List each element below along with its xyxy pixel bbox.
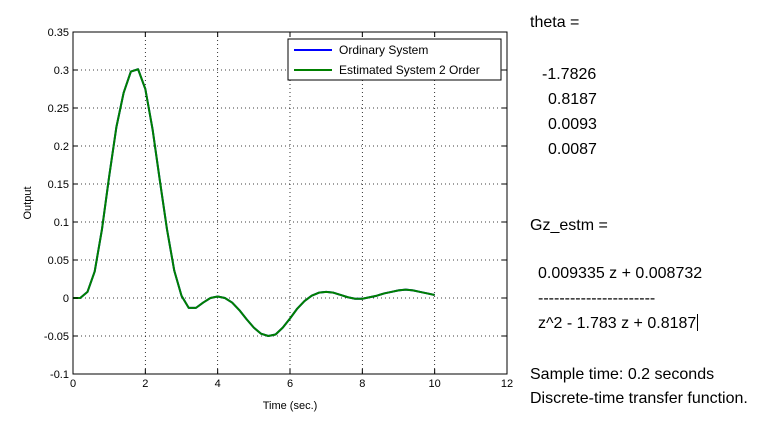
y-tick-label: 0.1 — [54, 217, 69, 229]
x-tick-label: 8 — [359, 378, 365, 390]
series-layer — [73, 68, 435, 337]
theta-value-3: 0.0093 — [548, 116, 597, 133]
tf-numerator: 0.009335 z + 0.008732 — [538, 265, 703, 282]
sample-time: Sample time: 0.2 seconds — [530, 366, 715, 383]
x-tick-label: 12 — [501, 378, 513, 390]
x-axis-label: Time (sec.) — [263, 400, 318, 412]
tf-denominator-line[interactable]: z^2 - 1.783 z + 0.8187 — [538, 314, 699, 333]
theta-value-2: 0.8187 — [548, 91, 597, 108]
tf-denominator: z^2 - 1.783 z + 0.8187 — [538, 315, 697, 332]
y-tick-label: -0.05 — [44, 331, 69, 343]
legend: Ordinary System Estimated System 2 Order — [287, 38, 502, 81]
theta-value-4: 0.0087 — [548, 141, 597, 158]
y-tick-label: 0.2 — [54, 141, 69, 153]
y-tick-label: -0.1 — [50, 369, 69, 381]
gz-estm-label: Gz_estm = — [530, 217, 608, 234]
y-tick-label: 0.25 — [48, 103, 69, 115]
line-chart: 0 2 4 6 8 10 12 -0.1 -0.05 0 0.05 0.1 0.15 0.2 0.25 0.3… — [22, 27, 513, 412]
y-tick-label: 0.05 — [48, 255, 69, 267]
y-tick-label: 0.35 — [48, 27, 69, 39]
text-cursor — [697, 314, 699, 331]
command-window[interactable]: theta = -1.7826 0.8187 0.0093 0.0087 Gz_… — [520, 0, 764, 424]
y-tick-label: 0.3 — [54, 65, 69, 77]
plot-area — [73, 32, 507, 374]
y-tick-label: 0 — [63, 293, 69, 305]
ticks: 0 2 4 6 8 10 12 -0.1 -0.05 0 0.05 0.1 0.15 0.2 0.25 0.3… — [44, 27, 513, 390]
theta-value-1: -1.7826 — [542, 66, 597, 83]
legend-label-ordinary-system: Ordinary System — [339, 43, 428, 57]
x-tick-label: 0 — [70, 378, 76, 390]
series-line-estimated-system — [73, 68, 435, 337]
x-tick-label: 10 — [429, 378, 441, 390]
y-tick-label: 0.15 — [48, 179, 69, 191]
legend-label-estimated-system: Estimated System 2 Order — [339, 63, 480, 77]
x-tick-label: 2 — [142, 378, 148, 390]
x-tick-label: 4 — [215, 378, 221, 390]
tf-type: Discrete-time transfer function. — [530, 390, 748, 407]
figure-area: 0 2 4 6 8 10 12 -0.1 -0.05 0 0.05 0.1 0.15 0.2 0.25 0.3… — [22, 27, 513, 412]
tf-divider: ---------------------- — [538, 290, 656, 307]
x-tick-label: 6 — [287, 378, 293, 390]
y-axis-label: Output — [22, 186, 34, 219]
theta-label: theta = — [530, 14, 580, 31]
legend-box — [287, 38, 502, 81]
